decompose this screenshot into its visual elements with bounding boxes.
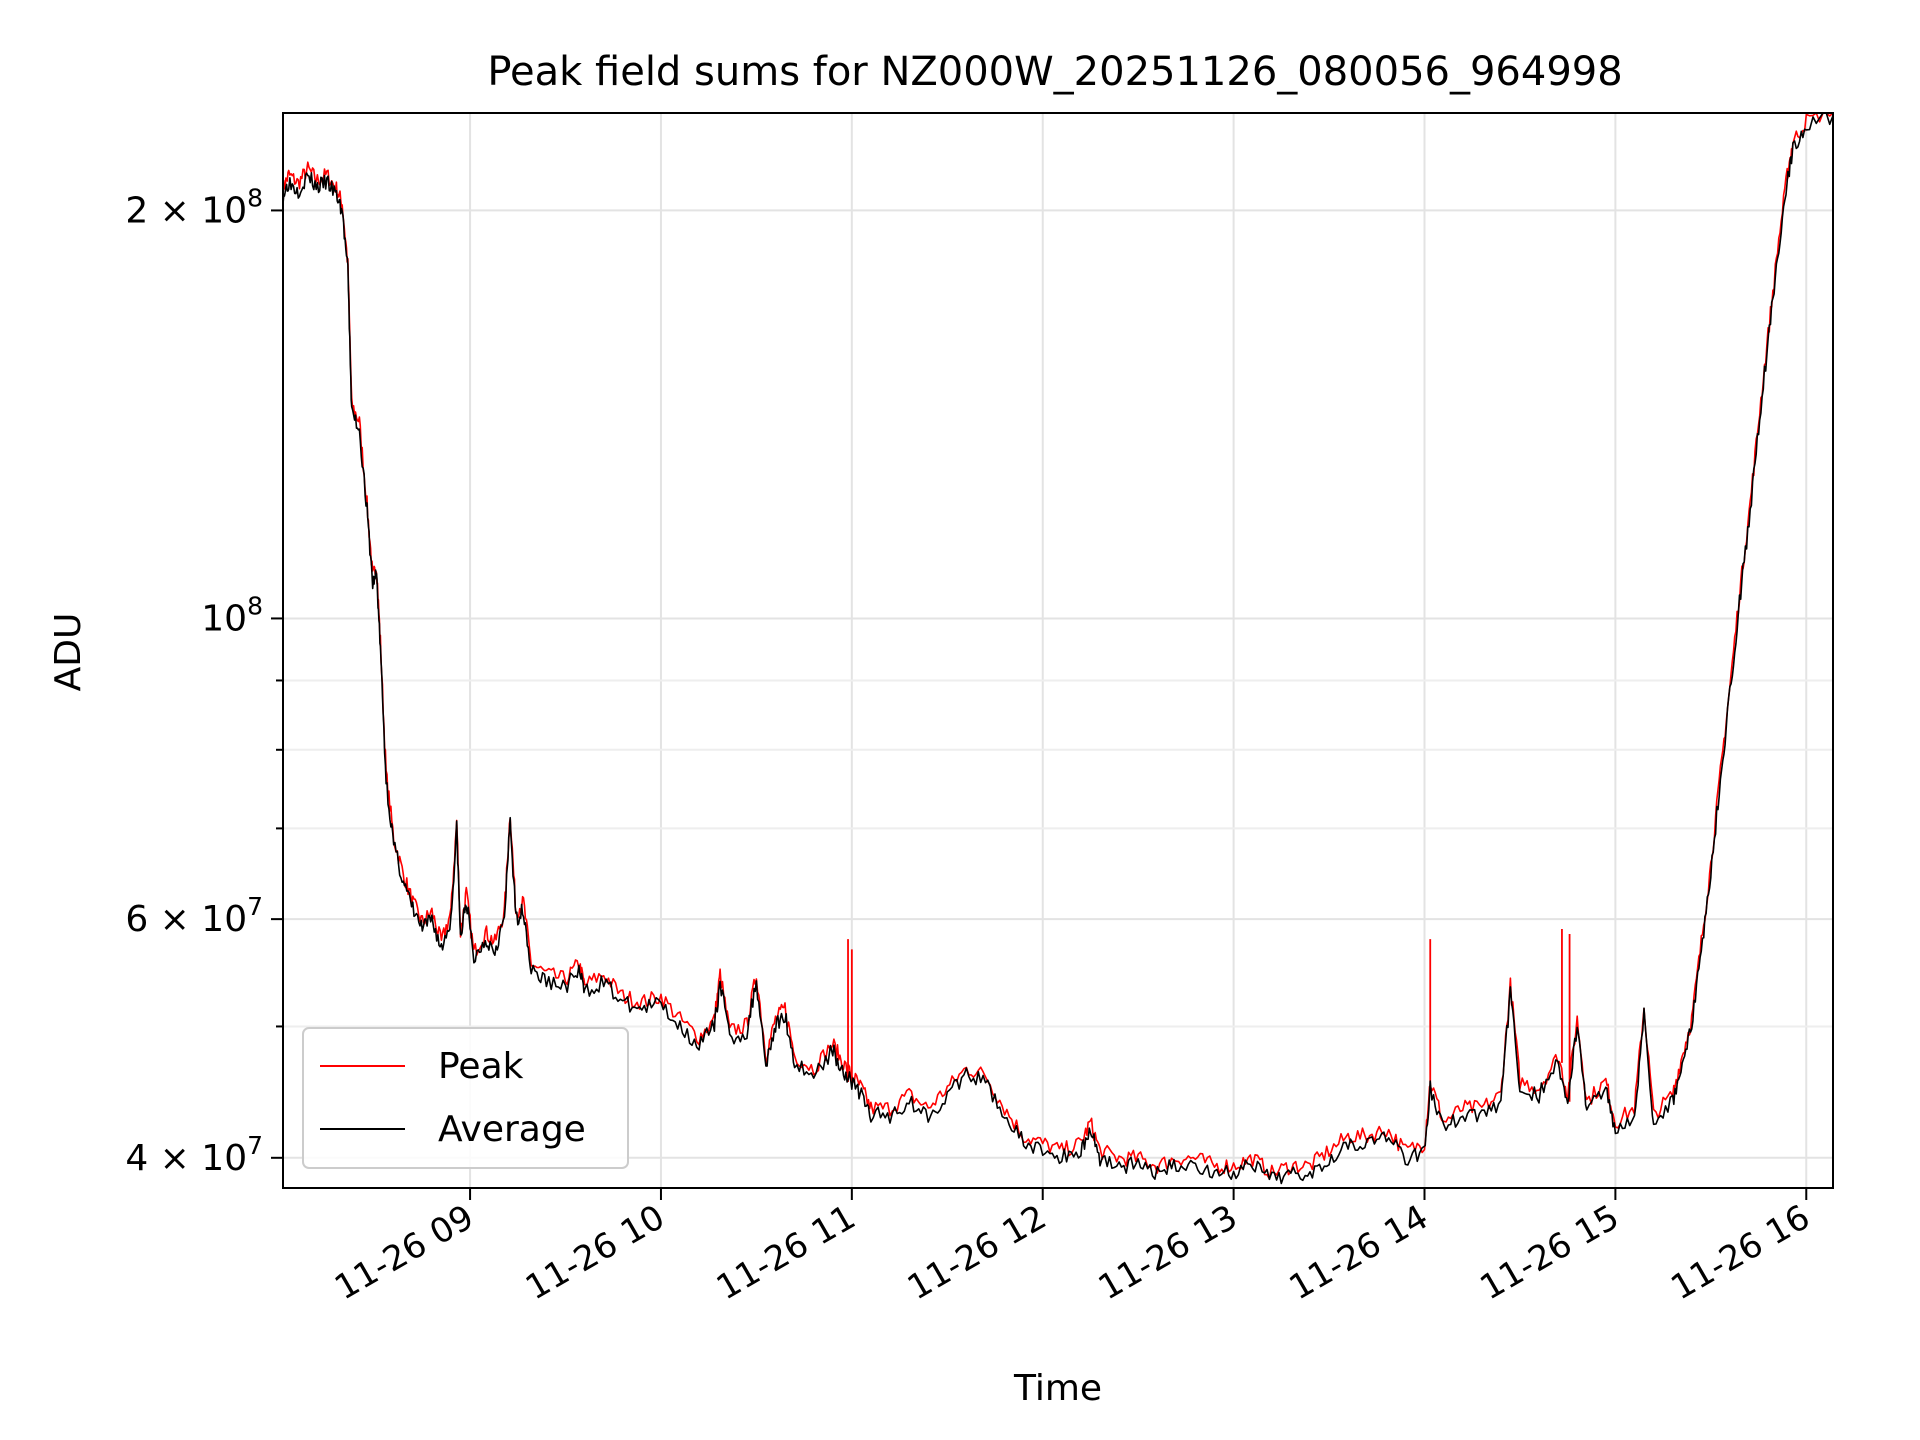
y-tick-label-exp-3: 8 — [247, 183, 263, 212]
y-tick-label-exp-1: 7 — [247, 892, 263, 921]
y-axis-label: ADU — [48, 613, 89, 692]
y-tick-label-2: 108 — [201, 591, 263, 639]
y-tick-label-1: 6 × 107 — [125, 892, 263, 940]
legend: Peak Average — [302, 1027, 629, 1169]
series-average-line — [282, 112, 1834, 1185]
legend-box — [302, 1027, 629, 1169]
y-tick-label-exp-2: 8 — [247, 591, 263, 620]
y-tick-label-base-3: 2 × 10 — [125, 190, 247, 231]
x-axis-label: Time — [1013, 1368, 1102, 1409]
series-layer — [282, 112, 1834, 1185]
grid — [283, 113, 1833, 1188]
series-peak-line — [282, 112, 1834, 1180]
legend-label-peak: Peak — [438, 1046, 524, 1087]
y-tick-label-0: 4 × 107 — [125, 1131, 263, 1179]
y-tick-label-base-2: 10 — [201, 598, 247, 639]
plot-frame — [282, 112, 1834, 1189]
y-tick-label-3: 2 × 108 — [125, 183, 263, 231]
legend-label-average: Average — [438, 1109, 586, 1150]
plot-area — [283, 113, 1833, 1188]
y-tick-label-base-1: 6 × 10 — [125, 899, 247, 940]
y-tick-label-base-0: 4 × 10 — [125, 1138, 247, 1179]
chart-title: Peak field sums for NZ000W_20251126_0800… — [487, 49, 1622, 95]
y-tick-label-exp-0: 7 — [247, 1131, 263, 1160]
